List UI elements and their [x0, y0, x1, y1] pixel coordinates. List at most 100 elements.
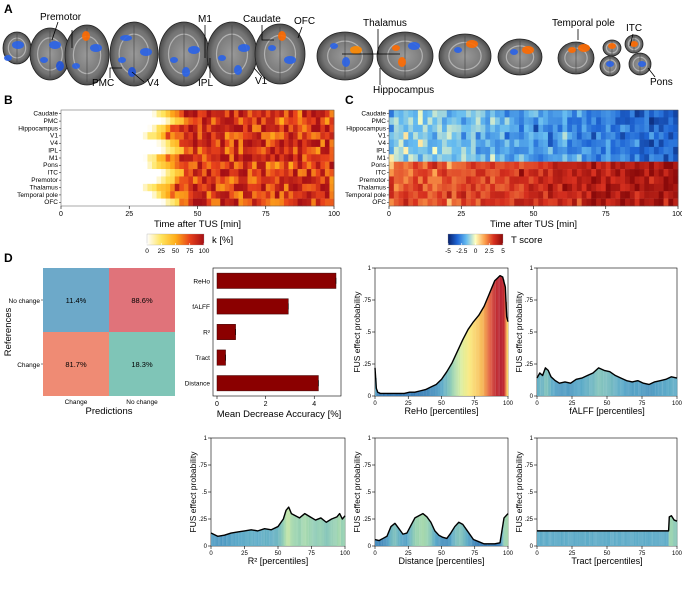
- area-fill-strip: [628, 381, 630, 396]
- heatmap-cell: [668, 169, 674, 177]
- x-tick-label: 0: [373, 401, 377, 407]
- area-fill-strip: [308, 516, 311, 546]
- heatmap-cell: [490, 176, 496, 185]
- heatmap-cell: [475, 110, 481, 118]
- heatmap-cell: [188, 110, 194, 118]
- heatmap-cell: [562, 110, 568, 118]
- heatmap-cell: [74, 117, 80, 125]
- row-label: ITC: [48, 170, 59, 177]
- heatmap-cell: [265, 169, 271, 177]
- heatmap-cell: [197, 139, 203, 148]
- heatmap-cell: [543, 110, 549, 118]
- activation-blob: [330, 43, 338, 49]
- heatmap-cell: [156, 191, 162, 199]
- activation-blob: [350, 46, 362, 54]
- x-tick-label: 0: [209, 551, 213, 557]
- heatmap-cell: [311, 146, 317, 155]
- heatmap-cell: [74, 198, 80, 207]
- heatmap-cell: [238, 117, 244, 125]
- heatmap-cell: [456, 198, 462, 207]
- heatmap-cell: [238, 169, 244, 177]
- heatmap-cell: [586, 169, 592, 177]
- area-fill-strip: [574, 530, 577, 546]
- area-fill-strip: [450, 531, 453, 546]
- heatmap-cell: [610, 169, 616, 177]
- heatmap-cell: [605, 161, 611, 170]
- heatmap-cell: [519, 132, 525, 140]
- heatmap-cell: [427, 146, 433, 155]
- area-fill-strip: [671, 516, 674, 546]
- row-label: OFC: [372, 199, 386, 206]
- heatmap-cell: [152, 146, 157, 155]
- heatmap-cell: [480, 176, 486, 185]
- area-fill-strip: [552, 378, 555, 396]
- heatmap-cell: [74, 124, 80, 133]
- heatmap-cell: [576, 139, 583, 148]
- area-fill-strip: [239, 531, 241, 546]
- heatmap-cell: [329, 198, 335, 207]
- area-fill-strip: [429, 387, 432, 396]
- heatmap-cell: [644, 132, 650, 140]
- x-tick-label: 100: [328, 211, 340, 218]
- area-fill-strip: [400, 531, 402, 546]
- heatmap-cell: [170, 110, 176, 118]
- heatmap-cell: [393, 176, 400, 185]
- heatmap-cell: [329, 169, 335, 177]
- heatmap-cell: [581, 176, 587, 185]
- heatmap-cell: [437, 117, 443, 125]
- x-tick-label: 25: [125, 211, 133, 218]
- heatmap-cell: [156, 183, 162, 192]
- area-fill-strip: [563, 382, 566, 396]
- area-x-label: R² [percentiles]: [248, 556, 309, 566]
- area-fill-strip: [570, 382, 573, 396]
- heatmap-cell: [124, 110, 130, 118]
- heatmap-cell: [562, 124, 568, 133]
- heatmap-cell: [572, 198, 578, 207]
- heatmap-cell: [509, 146, 515, 155]
- heatmap-cell: [152, 139, 157, 148]
- heatmap-cell: [274, 139, 280, 148]
- area-fill-strip: [389, 393, 392, 396]
- heatmap-cell: [509, 132, 515, 140]
- heatmap-cell: [557, 124, 563, 133]
- heatmap-cell: [243, 117, 248, 125]
- heatmap-cell: [514, 183, 520, 192]
- area-fill-strip: [259, 530, 261, 546]
- area-fill-strip: [584, 530, 587, 546]
- area-fill-strip: [261, 529, 264, 546]
- heatmap-cell: [605, 154, 611, 162]
- area-fill-strip: [542, 373, 545, 396]
- row-label: Caudate: [361, 111, 386, 118]
- heatmap-cell: [504, 124, 510, 133]
- activation-blob: [234, 65, 242, 75]
- heatmap-cell: [106, 146, 112, 155]
- heatmap-cell: [634, 183, 640, 192]
- heatmap-cell: [170, 117, 176, 125]
- brain-label-v4: V4: [147, 78, 160, 89]
- heatmap-cell: [161, 124, 167, 133]
- heatmap-cell: [509, 117, 515, 125]
- heatmap-cell: [625, 124, 631, 133]
- area-fill-strip: [406, 531, 409, 546]
- heatmap-cell: [576, 124, 583, 133]
- heatmap-cell: [302, 117, 308, 125]
- heatmap-cell: [403, 191, 409, 199]
- x-tick-label: 100: [503, 551, 514, 557]
- heatmap-cell: [233, 117, 239, 125]
- heatmap-cell: [101, 183, 107, 192]
- heatmap-cell: [437, 161, 443, 170]
- heatmap-cell: [279, 169, 285, 177]
- heatmap-cell: [528, 191, 534, 199]
- area-fill-strip: [428, 388, 430, 396]
- area-fill-strip: [426, 517, 429, 546]
- heatmap-cell: [572, 146, 578, 155]
- area-fill-strip: [472, 538, 474, 546]
- heatmap-cell: [572, 139, 578, 148]
- heatmap-cell: [142, 117, 148, 125]
- heatmap-cell: [229, 117, 235, 125]
- heatmap-cell: [111, 169, 116, 177]
- heatmap-cell: [547, 110, 554, 118]
- heatmap-cell: [417, 117, 424, 125]
- heatmap-cell: [165, 132, 171, 140]
- y-tick-label: 1: [368, 436, 372, 442]
